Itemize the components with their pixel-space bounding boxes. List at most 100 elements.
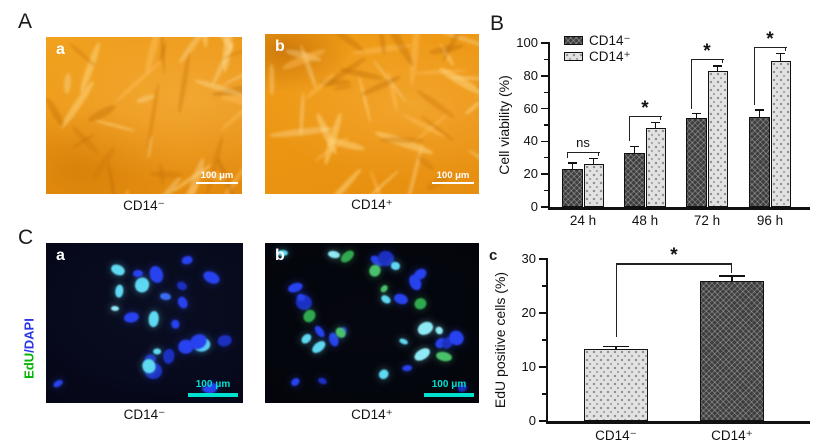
sig-bracket-h xyxy=(567,152,600,153)
subpanel-b-label: b xyxy=(275,247,285,265)
cell-nucleus xyxy=(378,367,391,380)
y-tick xyxy=(541,42,548,44)
legend-item-CD14⁻: CD14⁻ xyxy=(564,34,631,48)
subpanel-b-label: b xyxy=(275,38,285,56)
sig-bracket-right xyxy=(785,47,786,51)
error-bar-cap xyxy=(755,109,764,111)
legend-item-CD14⁺: CD14⁺ xyxy=(564,50,631,64)
significance-label: ns xyxy=(568,136,598,149)
cell-nucleus xyxy=(300,332,313,345)
caption-cd14neg: CD14⁻ xyxy=(46,198,242,214)
cell-nucleus xyxy=(312,324,326,339)
sig-bracket-left xyxy=(616,263,617,337)
fluorescence-image-a: a 100 μm xyxy=(46,243,243,403)
bar-CD14⁺-96 h xyxy=(771,61,791,207)
cell-nucleus xyxy=(110,263,127,278)
x-category-label: 24 h xyxy=(561,213,605,228)
bar-CD14⁺-48 h xyxy=(646,128,666,207)
fluorescence-image-b: b 100 μm xyxy=(265,243,479,403)
y-tick xyxy=(541,173,548,175)
y-minor-tick xyxy=(542,285,546,286)
y-tick xyxy=(541,206,548,208)
error-bar-stem xyxy=(634,146,636,153)
y-minor-tick xyxy=(542,393,546,394)
bar-CD14⁻-24 h xyxy=(562,169,583,207)
significance-label: * xyxy=(755,30,785,49)
cell-nucleus xyxy=(178,340,194,354)
cell-streak xyxy=(123,189,130,194)
cell-nucleus xyxy=(390,261,401,270)
cell-streak xyxy=(321,167,363,194)
x-category-label: CD14⁻ xyxy=(581,428,651,444)
cell-nucleus xyxy=(412,345,432,363)
cell-streak xyxy=(146,83,161,151)
bar-CD14⁺-72 h xyxy=(708,71,728,207)
cell-nucleus xyxy=(201,269,221,286)
y-axis-title: Cell viability (%) xyxy=(496,40,512,210)
error-bar-cap xyxy=(603,346,629,348)
y-axis xyxy=(548,42,550,209)
error-bar-stem xyxy=(780,54,782,61)
cell-streak xyxy=(380,136,424,142)
x-category-label: 48 h xyxy=(623,213,667,228)
scale-bar-line xyxy=(188,393,238,397)
sig-bracket-left xyxy=(691,59,692,109)
cell-nucleus xyxy=(287,281,304,294)
cell-nucleus xyxy=(162,348,175,365)
cell-nucleus xyxy=(181,254,193,265)
bar-CD14⁻-48 h xyxy=(624,153,645,207)
cell-nucleus xyxy=(115,284,124,297)
significance-label: * xyxy=(630,99,660,118)
subpanel-a-label: a xyxy=(56,247,65,265)
y-minor-tick xyxy=(544,157,548,158)
scale-bar-line xyxy=(432,182,474,184)
cell-streak xyxy=(465,100,479,116)
error-bar-stem xyxy=(572,163,574,170)
y-tick xyxy=(539,420,546,422)
error-bar-cap xyxy=(692,113,701,115)
scale-bar-text: 100 μm xyxy=(432,380,466,390)
y-tick xyxy=(541,108,548,110)
sig-bracket-right xyxy=(722,59,723,63)
cell-nucleus xyxy=(171,319,181,330)
cell-nucleus xyxy=(415,319,435,338)
cell-nucleus xyxy=(177,295,190,309)
y-tick xyxy=(539,312,546,314)
cell-streak xyxy=(64,73,72,93)
error-bar-stem xyxy=(655,123,657,129)
cell-nucleus xyxy=(318,377,328,385)
error-bar-cap xyxy=(589,158,598,160)
cell-nucleus xyxy=(217,333,233,347)
y-tick xyxy=(541,141,548,143)
cell-streak xyxy=(158,41,168,61)
phase-contrast-image-b: b 100 μm xyxy=(265,34,479,194)
legend-swatch xyxy=(564,52,583,61)
cell-nucleus xyxy=(399,338,409,347)
cell-nucleus xyxy=(413,296,429,311)
y-minor-tick xyxy=(544,190,548,191)
bar-CD14⁻ xyxy=(584,349,648,421)
phase-contrast-image-a: a 100 μm xyxy=(46,37,242,194)
scale-bar: 100 μm xyxy=(424,380,474,397)
y-tick xyxy=(539,366,546,368)
significance-label: * xyxy=(659,246,689,265)
cell-streak xyxy=(368,169,394,194)
y-tick xyxy=(541,75,548,77)
cell-nucleus xyxy=(52,379,64,389)
caption-cd14pos: CD14⁺ xyxy=(265,197,479,213)
legend-label: CD14⁺ xyxy=(589,50,631,64)
error-bar-cap xyxy=(568,162,577,164)
cell-nucleus xyxy=(339,248,356,264)
legend-swatch xyxy=(564,36,583,45)
sig-bracket-right xyxy=(598,152,599,156)
scale-bar: 100 μm xyxy=(196,171,238,185)
scale-bar-text: 100 μm xyxy=(201,171,234,181)
x-category-label: 72 h xyxy=(685,213,729,228)
stain-label-edu-dapi: EdU/DAPI xyxy=(22,274,37,424)
scale-bar: 100 μm xyxy=(188,380,238,397)
cell-nucleus xyxy=(148,264,166,284)
scale-bar-line xyxy=(424,393,474,397)
scale-bar-text: 100 μm xyxy=(437,171,470,181)
